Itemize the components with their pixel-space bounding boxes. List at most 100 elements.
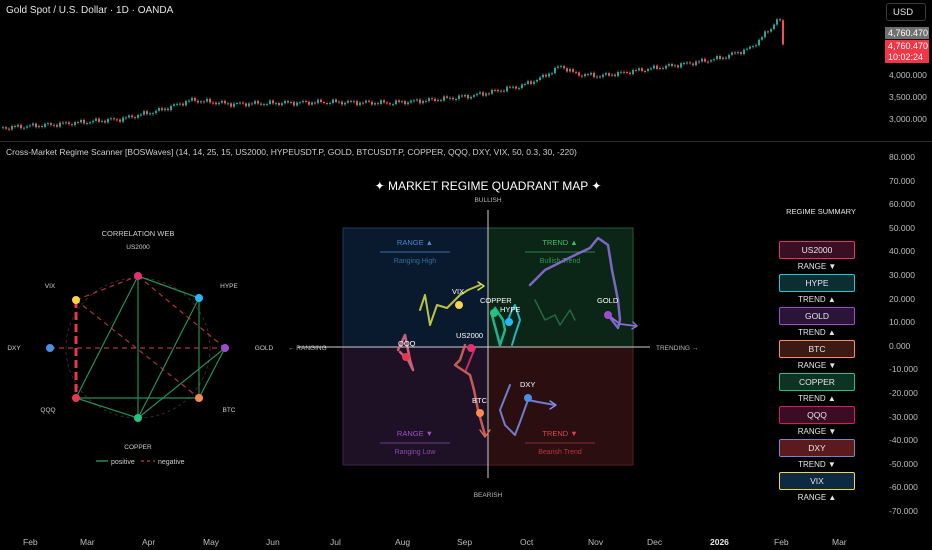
candle-body <box>281 103 283 106</box>
candle-body <box>320 99 322 103</box>
time-axis-label: Aug <box>395 537 411 547</box>
candle-body <box>341 101 343 105</box>
candle-body <box>56 124 58 127</box>
candle-body <box>638 68 640 71</box>
time-axis-label: Nov <box>588 537 604 547</box>
chart-symbol-title[interactable]: Gold Spot / U.S. Dollar · 1D · OANDA <box>6 5 174 16</box>
candle-body <box>86 122 88 124</box>
node-vix <box>72 296 80 304</box>
value-axis-label: -10.000 <box>889 364 918 375</box>
candle-body <box>710 60 712 62</box>
link-copper-hype <box>137 297 200 419</box>
trail-gold-tail <box>607 314 637 327</box>
candle-body <box>530 81 532 84</box>
trail-copper <box>490 306 507 347</box>
link-qqq-copper <box>75 397 139 419</box>
candle-body <box>239 102 241 104</box>
trail-us2000 <box>465 347 476 371</box>
quadrant-label-trend-up: TREND ▲ <box>542 238 577 247</box>
candle-body <box>218 102 220 105</box>
candle-body <box>203 101 205 103</box>
candle-body <box>491 89 493 94</box>
candle-body <box>371 101 373 105</box>
value-axis-label: -70.000 <box>889 506 918 516</box>
time-axis-label: Oct <box>520 537 534 547</box>
candle-body <box>629 72 631 75</box>
regime-summary-asset: GOLD <box>779 307 855 325</box>
currency-button[interactable]: USD <box>886 3 926 21</box>
candle-body <box>302 100 304 103</box>
candle-body <box>212 102 214 104</box>
link-us2000-hype <box>137 275 200 299</box>
candle-body <box>332 99 334 104</box>
candle-body <box>356 101 358 106</box>
candle-body <box>524 83 526 85</box>
candle-body <box>113 118 115 120</box>
candle-body <box>692 63 694 66</box>
candle-body <box>116 119 118 121</box>
candle-body <box>410 100 412 103</box>
node-us2000 <box>134 272 142 280</box>
candle-body <box>500 90 502 92</box>
value-axis-label: 80.000 <box>889 152 915 162</box>
axis-label-bullish: BULLISH <box>474 197 501 204</box>
candle-body <box>686 62 688 64</box>
candle-body <box>422 100 424 104</box>
candle-body <box>584 74 586 77</box>
candle-body <box>35 123 37 128</box>
node-copper <box>134 414 142 422</box>
quadrant-bearish-trend <box>487 346 634 466</box>
axis-label-trending: TRENDING → <box>656 345 698 352</box>
candle-body <box>440 99 442 101</box>
negative-links <box>50 275 226 399</box>
axis-label-bearish: BEARISH <box>474 492 503 499</box>
dot-copper <box>490 309 498 317</box>
candle-body <box>746 48 748 50</box>
node-label-dxy: DXY <box>7 345 21 352</box>
node-label-gold: GOLD <box>255 345 274 352</box>
candle-body <box>764 31 766 38</box>
pane-divider[interactable] <box>0 141 932 142</box>
candle-body <box>398 100 400 103</box>
candle-body <box>752 46 754 48</box>
candle-body <box>350 100 352 102</box>
quadrant-map-title: ✦ MARKET REGIME QUADRANT MAP ✦ <box>375 179 602 193</box>
candle-body <box>407 102 409 105</box>
candle-body <box>758 39 760 46</box>
candle-body <box>164 108 166 111</box>
candle-body <box>542 74 544 78</box>
candle-body <box>299 102 301 104</box>
candle-body <box>461 95 463 97</box>
candle-body <box>161 108 163 111</box>
value-axis-label: 50.000 <box>889 222 915 233</box>
candle-body <box>698 61 700 63</box>
asset-label-qqq: QQQ <box>398 339 416 348</box>
price-chart[interactable] <box>0 0 932 140</box>
dot-vix <box>455 301 463 309</box>
candle-body <box>428 98 430 102</box>
candle-body <box>503 90 505 92</box>
candle-body <box>11 125 13 130</box>
candle-body <box>521 84 523 89</box>
candle-body <box>26 126 28 128</box>
asset-label-us2000: US2000 <box>456 331 483 340</box>
link-us2000-gold-neg <box>137 275 226 349</box>
candle-body <box>221 100 223 103</box>
candle-body <box>569 69 571 72</box>
value-axis-label: 10.000 <box>889 317 915 328</box>
indicator-title[interactable]: Cross-Market Regime Scanner [BOSWaves] (… <box>6 147 577 157</box>
candle-body <box>227 103 229 105</box>
candle-body <box>509 86 511 88</box>
candle-body <box>770 29 772 32</box>
candle-body <box>419 99 421 104</box>
candle-body <box>497 89 499 92</box>
value-axis-label: -20.000 <box>889 388 918 398</box>
trail-gold-arrowhead <box>631 321 638 330</box>
candle-body <box>623 71 625 73</box>
candle-body <box>224 100 226 104</box>
candle-body <box>329 103 331 105</box>
candle-body <box>689 62 691 64</box>
candle-body <box>479 92 481 94</box>
candle-body <box>179 103 181 105</box>
candle-body <box>602 74 604 77</box>
